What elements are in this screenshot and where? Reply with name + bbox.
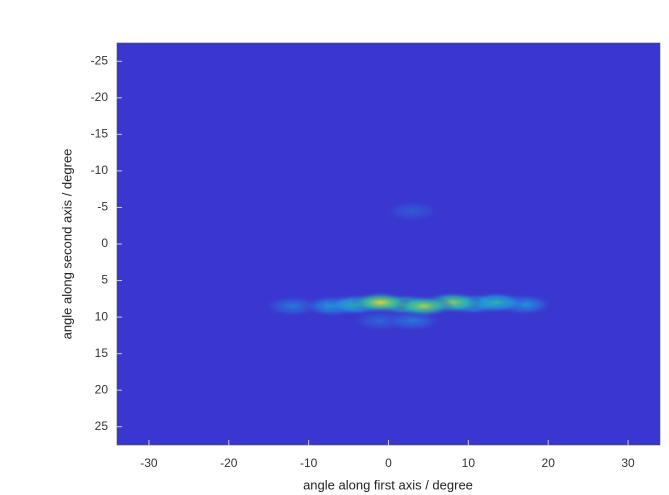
y-tick-label: 0 bbox=[101, 236, 108, 250]
y-tick-label: 20 bbox=[95, 382, 109, 396]
y-tick-label: -10 bbox=[91, 163, 109, 177]
heat-spot bbox=[382, 200, 443, 223]
y-tick-label: -25 bbox=[91, 53, 109, 67]
x-tick-label: 30 bbox=[621, 456, 635, 470]
x-tick-label: -20 bbox=[220, 456, 238, 470]
y-tick-label: 10 bbox=[95, 309, 109, 323]
y-tick-label: 5 bbox=[101, 273, 108, 287]
y-tick-label: -20 bbox=[91, 90, 109, 104]
x-tick-label: -10 bbox=[300, 456, 318, 470]
y-tick-label: -5 bbox=[97, 200, 108, 214]
y-tick-label: 15 bbox=[95, 346, 109, 360]
y-axis-label: angle along second axis / degree bbox=[59, 149, 74, 340]
y-tick-label: 25 bbox=[95, 419, 109, 433]
x-tick-label: 10 bbox=[462, 456, 476, 470]
x-tick-label: -30 bbox=[140, 456, 158, 470]
x-axis-label: angle along first axis / degree bbox=[303, 477, 473, 492]
x-tick-label: 0 bbox=[385, 456, 392, 470]
heat-spot bbox=[350, 291, 411, 314]
heat-spot bbox=[466, 291, 527, 314]
x-tick-label: 20 bbox=[542, 456, 556, 470]
heatmap-background bbox=[117, 43, 660, 445]
y-tick-label: -15 bbox=[91, 127, 109, 141]
